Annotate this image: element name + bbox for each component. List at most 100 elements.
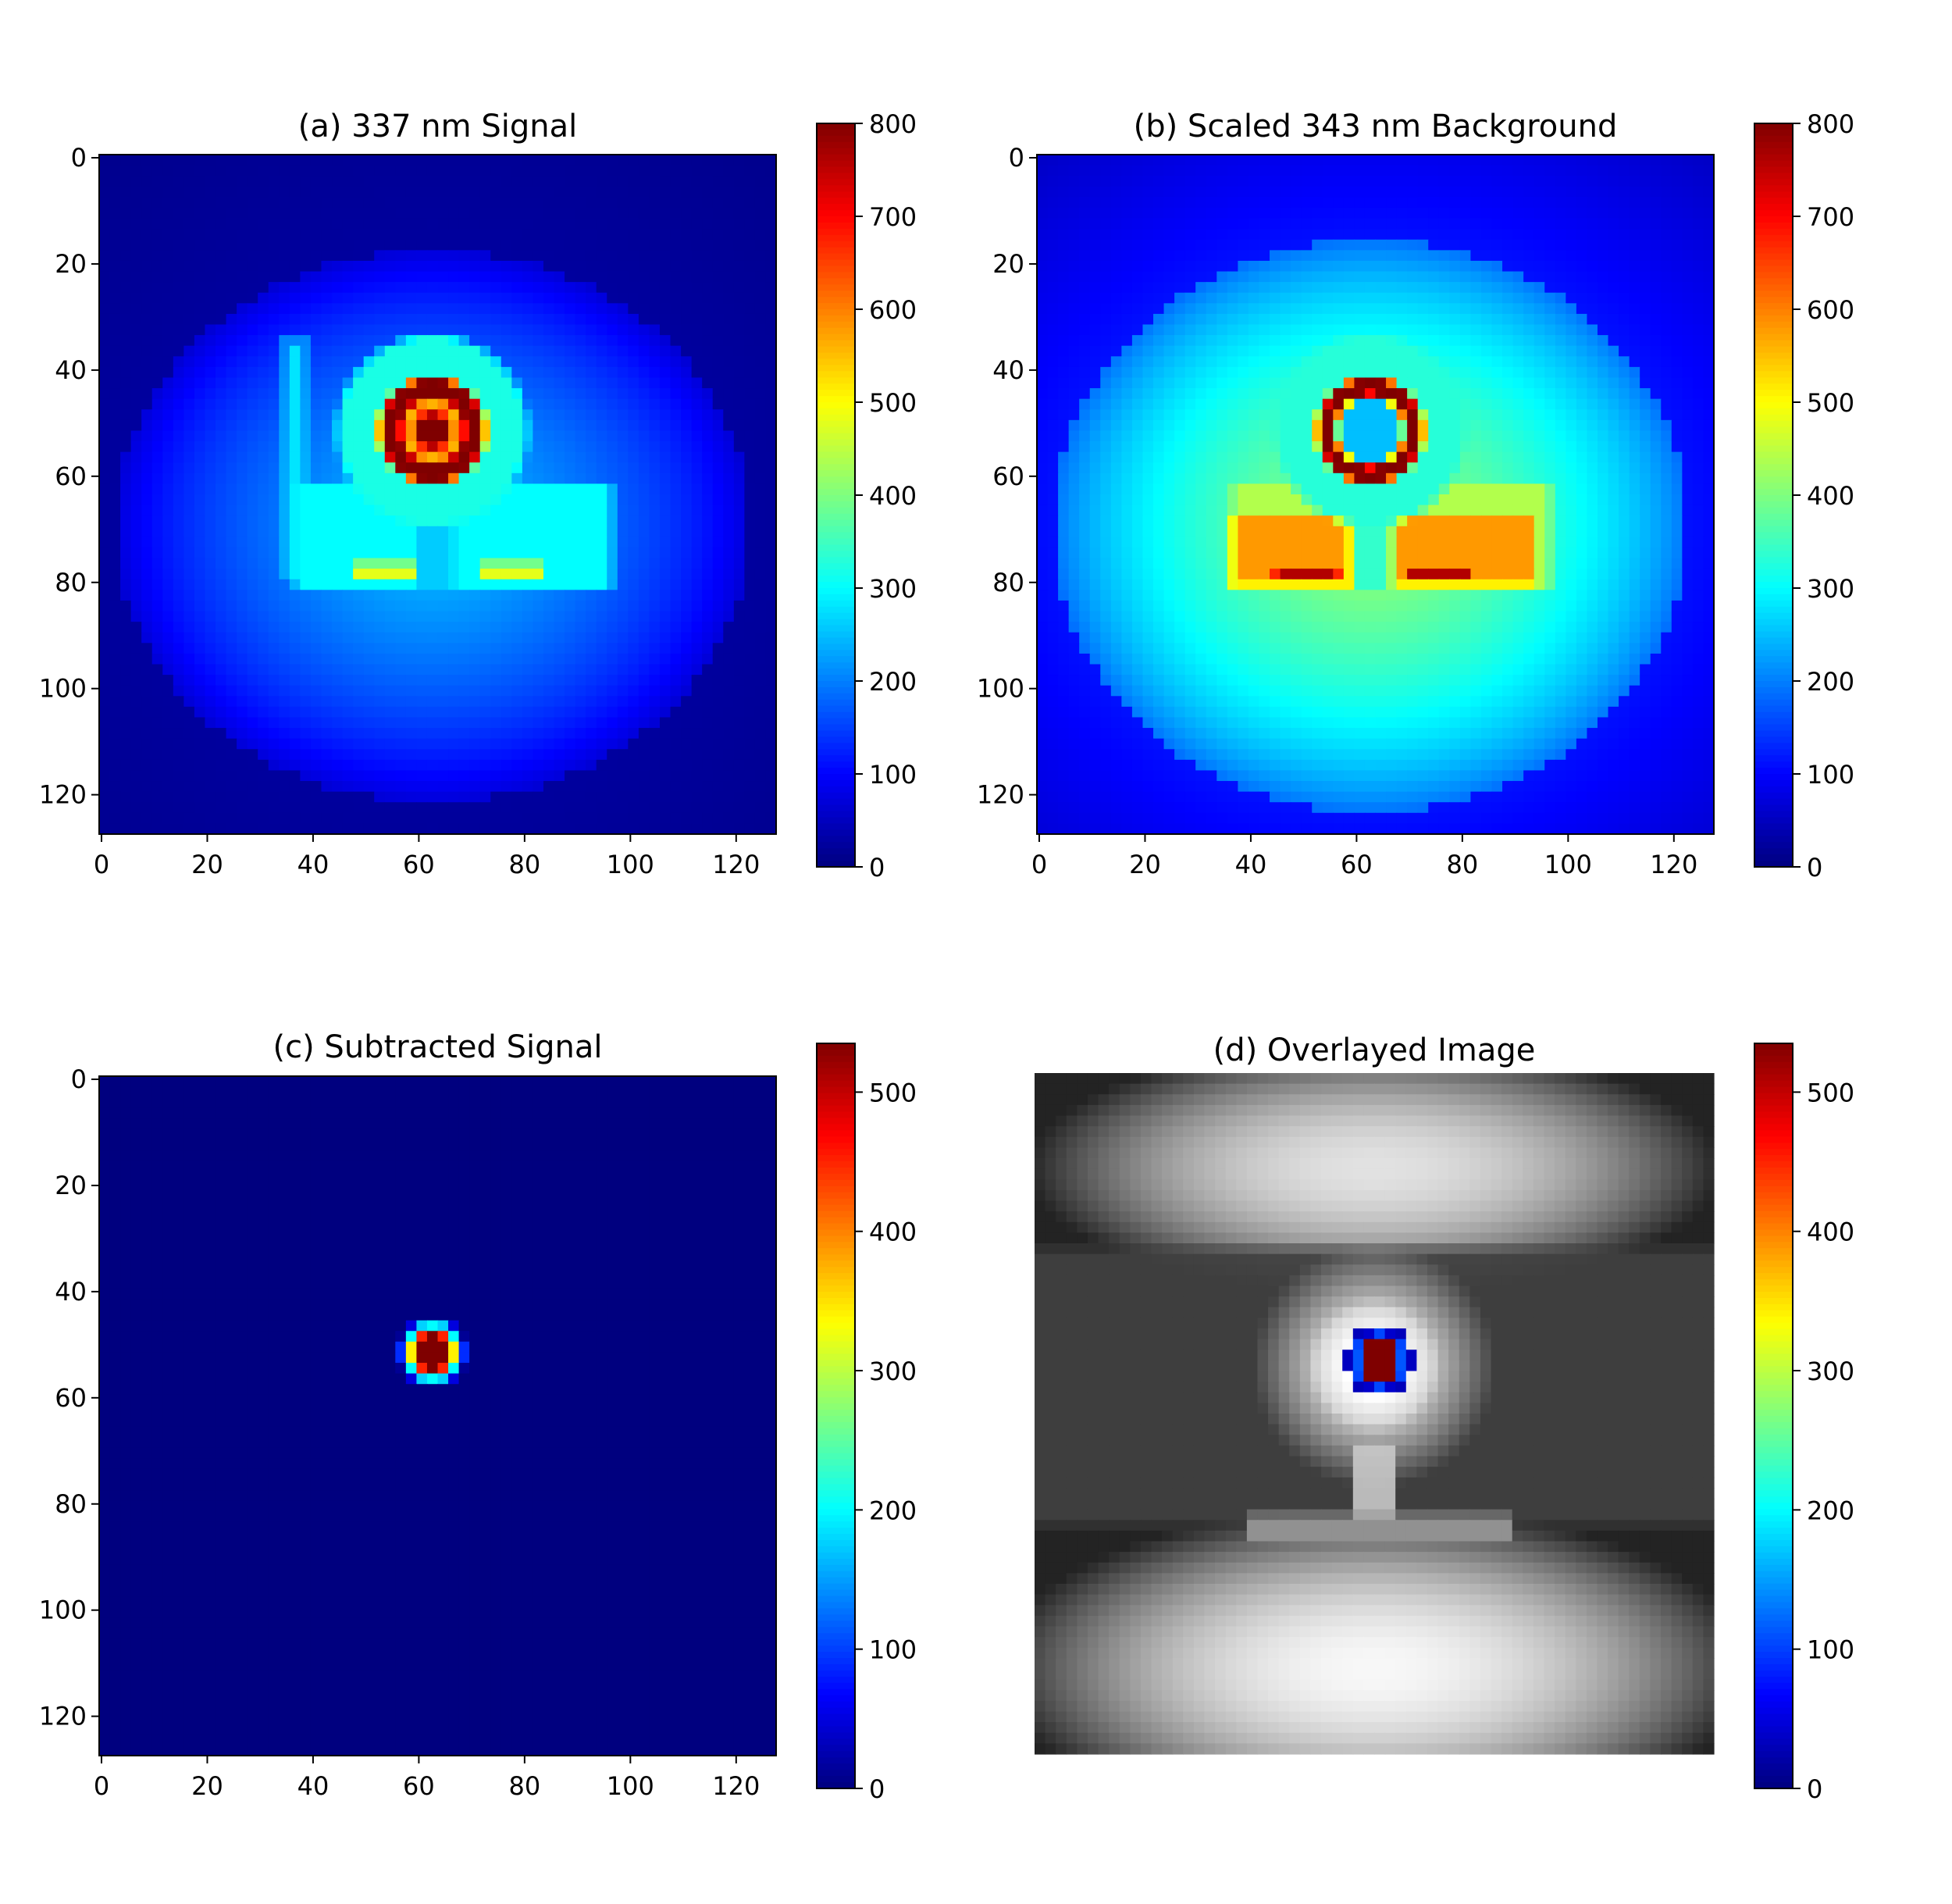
- heatmap-cell: [691, 696, 703, 708]
- heatmap-cell: [659, 685, 671, 697]
- heatmap-cell: [258, 472, 269, 484]
- heatmap-cell: [1587, 229, 1598, 241]
- heatmap-cell: [416, 759, 428, 772]
- heatmap-cell: [638, 441, 650, 453]
- heatmap-cell: [596, 653, 607, 665]
- heatmap-cell: [490, 622, 502, 633]
- heatmap-cell: [670, 155, 682, 166]
- heatmap-cell: [522, 250, 534, 262]
- heatmap-cell: [1428, 197, 1440, 209]
- heatmap-cell: [1216, 155, 1228, 166]
- heatmap-cell: [723, 812, 735, 824]
- heatmap-cell: [448, 781, 460, 793]
- heatmap-cell: [754, 218, 767, 230]
- heatmap-cell: [1174, 207, 1186, 219]
- heatmap-cell: [533, 622, 544, 633]
- heatmap-cell: [289, 176, 301, 187]
- heatmap-cell: [310, 345, 322, 357]
- heatmap-cell: [533, 600, 544, 612]
- heatmap-cell: [130, 165, 142, 176]
- heatmap-cell: [511, 260, 523, 273]
- heatmap-cell: [596, 260, 607, 273]
- heatmap-cell: [183, 515, 195, 527]
- heatmap-cell: [363, 451, 375, 463]
- heatmap-cell: [416, 345, 428, 357]
- heatmap-cell: [702, 239, 714, 251]
- heatmap-cell: [565, 537, 576, 548]
- heatmap-cell: [120, 239, 132, 251]
- heatmap-cell: [490, 717, 502, 729]
- heatmap-cell: [353, 388, 365, 400]
- heatmap-cell: [458, 419, 470, 432]
- heatmap-cell: [638, 155, 650, 166]
- heatmap-cell: [628, 155, 639, 166]
- heatmap-cell: [607, 675, 618, 686]
- heatmap-cell: [405, 717, 418, 729]
- heatmap-cell: [405, 324, 418, 336]
- heatmap-cell: [458, 260, 470, 273]
- heatmap-cell: [1142, 155, 1154, 166]
- heatmap-cell: [744, 749, 756, 761]
- heatmap-cell: [258, 547, 269, 559]
- colorbar-segment: [817, 551, 855, 558]
- heatmap-cell: [416, 472, 428, 484]
- heatmap-cell: [458, 409, 470, 421]
- heatmap-cell: [310, 675, 322, 686]
- heatmap-cell: [1354, 218, 1366, 230]
- heatmap-cell: [151, 366, 163, 379]
- heatmap-cell: [247, 569, 258, 580]
- heatmap-cell: [1291, 207, 1302, 219]
- heatmap-cell: [173, 218, 184, 230]
- heatmap-cell: [216, 685, 227, 697]
- heatmap-cell: [554, 409, 565, 421]
- heatmap-cell: [332, 770, 344, 782]
- heatmap-cell: [754, 696, 767, 708]
- heatmap-cell: [310, 515, 322, 527]
- heatmap-cell: [638, 218, 650, 230]
- heatmap-cell: [374, 165, 386, 176]
- heatmap-cell: [151, 388, 163, 400]
- heatmap-cell: [300, 366, 312, 379]
- heatmap-cell: [554, 239, 565, 251]
- heatmap-cell: [617, 590, 629, 601]
- heatmap-cell: [1216, 165, 1228, 176]
- heatmap-cell: [151, 282, 163, 294]
- heatmap-cell: [448, 547, 460, 559]
- heatmap-cell: [543, 823, 555, 835]
- heatmap-cell: [638, 791, 650, 803]
- heatmap-cell: [1089, 229, 1101, 241]
- heatmap-cell: [617, 165, 629, 176]
- heatmap-cell: [226, 260, 237, 273]
- heatmap-cell: [310, 462, 322, 474]
- heatmap-cell: [310, 823, 322, 835]
- heatmap-cell: [469, 738, 481, 750]
- heatmap-cell: [500, 303, 512, 315]
- heatmap-cell: [1386, 176, 1398, 187]
- heatmap-cell: [183, 345, 195, 357]
- heatmap-cell: [1619, 250, 1630, 262]
- heatmap-cell: [691, 377, 703, 389]
- heatmap-cell: [321, 622, 333, 633]
- heatmap-cell: [437, 398, 449, 410]
- heatmap-cell: [374, 229, 386, 241]
- heatmap-cell: [384, 590, 396, 601]
- heatmap-cell: [1079, 155, 1091, 166]
- heatmap-cell: [522, 505, 534, 516]
- heatmap-cell: [395, 494, 407, 506]
- heatmap-cell: [490, 377, 502, 389]
- heatmap-cell: [659, 781, 671, 793]
- heatmap-cell: [353, 770, 365, 782]
- heatmap-cell: [321, 483, 333, 495]
- heatmap-cell: [723, 622, 735, 633]
- heatmap-cell: [216, 155, 227, 166]
- heatmap-cell: [437, 632, 449, 644]
- colorbar-tick-label: 300: [869, 574, 917, 604]
- heatmap-cell: [173, 176, 184, 187]
- heatmap-cell: [416, 197, 428, 209]
- heatmap-cell: [723, 600, 735, 612]
- heatmap-cell: [522, 155, 534, 166]
- heatmap-cell: [173, 324, 184, 336]
- heatmap-cell: [353, 282, 365, 294]
- heatmap-cell: [395, 749, 407, 761]
- heatmap-cell: [554, 728, 565, 740]
